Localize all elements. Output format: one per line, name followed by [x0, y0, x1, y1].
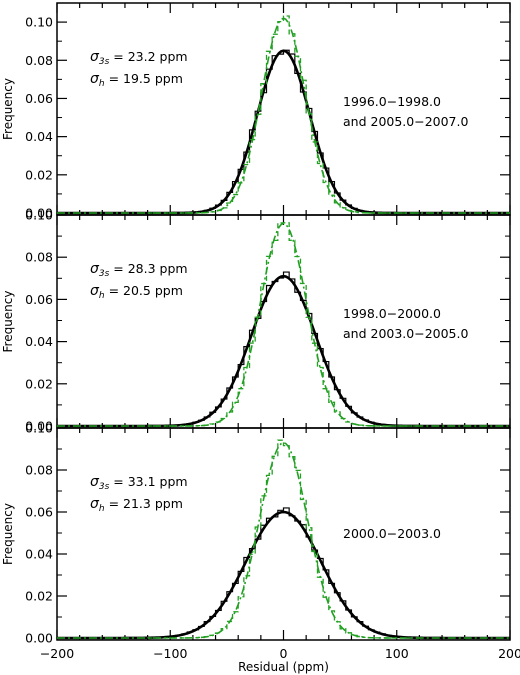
- sigma-3s-annotation: σ3s = 28.3 ppm: [90, 261, 188, 279]
- y-axis-label: Frequency: [1, 503, 15, 565]
- y-tick-label: 0.08: [25, 463, 53, 478]
- sigma-h-annotation: σh = 19.5 ppm: [90, 71, 183, 89]
- y-tick-label: 0.02: [25, 589, 53, 604]
- y-tick-label: 0.04: [25, 547, 53, 562]
- sigma-h-annotation: σh = 20.5 ppm: [90, 283, 183, 301]
- gaussian-fit: [57, 510, 510, 640]
- x-tick-label: −200: [40, 646, 74, 661]
- y-tick-label: 0.06: [25, 292, 53, 307]
- period-label: 1998.0−2000.0: [343, 306, 441, 321]
- y-tick-label: 0.02: [25, 167, 53, 182]
- y-axis-label: Frequency: [1, 78, 15, 140]
- period-label: and 2003.0−2005.0: [343, 326, 468, 341]
- y-axis-label: Frequency: [1, 291, 15, 353]
- series-green: [57, 15, 510, 214]
- period-label: and 2005.0−2007.0: [343, 114, 468, 129]
- y-tick-label: 0.00: [25, 206, 53, 221]
- panel-3: 0.00 0.02 0.04 0.06 0.08 0.10 Frequency σ3s = 3…: [1, 421, 520, 675]
- series-green: [57, 222, 510, 427]
- sigma-h-annotation: σh = 21.3 ppm: [90, 496, 183, 514]
- gaussian-fit: [57, 441, 510, 639]
- x-axis-label: Residual (ppm): [238, 660, 329, 674]
- plot-frame: [56, 214, 511, 429]
- y-tick-label: 0.10: [25, 208, 53, 223]
- gaussian-fit: [57, 274, 510, 428]
- period-label: 1996.0−1998.0: [343, 94, 441, 109]
- y-tick-label: 0.00: [25, 419, 53, 434]
- period-label: 2000.0−2003.0: [343, 526, 441, 541]
- x-tick-label: 100: [385, 646, 409, 661]
- y-tick-label: 0.04: [25, 334, 53, 349]
- x-tick-label: 0: [280, 646, 288, 661]
- series-green: [57, 439, 510, 639]
- panel-2: 0.00 0.02 0.04 0.06 0.08 0.10 Frequency σ3s = 2…: [1, 208, 511, 434]
- y-tick-label: 0.10: [25, 421, 53, 436]
- y-tick-label: 0.00: [25, 631, 53, 646]
- gaussian-fit: [57, 222, 510, 427]
- y-tick-label: 0.08: [25, 250, 53, 265]
- x-tick-label: 200: [498, 646, 520, 661]
- y-tick-label: 0.02: [25, 376, 53, 391]
- gaussian-fit: [57, 17, 510, 214]
- y-tick-label: 0.06: [25, 91, 53, 106]
- sigma-3s-annotation: σ3s = 23.2 ppm: [90, 49, 188, 67]
- plot-frame: [56, 427, 511, 641]
- x-tick-label: −100: [153, 646, 187, 661]
- y-tick-label: 0.04: [25, 129, 53, 144]
- histogram-steps: [147, 222, 420, 427]
- y-tick-label: 0.08: [25, 53, 53, 68]
- y-tick-label: 0.06: [25, 505, 53, 520]
- y-tick-label: 0.10: [25, 15, 53, 30]
- plot-frame: [56, 2, 511, 216]
- series-observed: [57, 507, 510, 640]
- sigma-3s-annotation: σ3s = 33.1 ppm: [90, 474, 188, 492]
- panel-1: 0.00 0.02 0.04 0.06 0.08 0.10 Frequency σ3s = 2…: [1, 2, 511, 221]
